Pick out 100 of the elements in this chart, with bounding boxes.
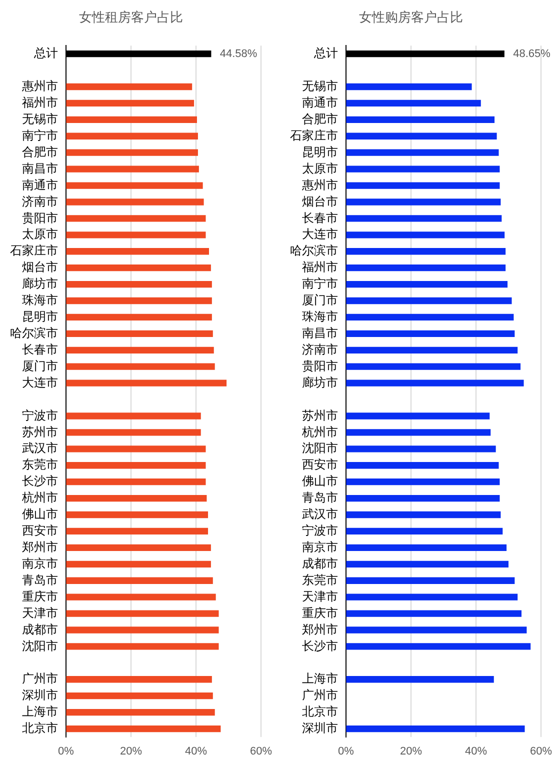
bar bbox=[346, 182, 500, 189]
y-tick-label: 无锡市 bbox=[22, 112, 58, 126]
bar bbox=[66, 314, 212, 321]
y-tick-label: 郑州市 bbox=[302, 622, 338, 636]
bar bbox=[346, 330, 515, 338]
bar bbox=[346, 314, 514, 321]
y-tick-label: 重庆市 bbox=[302, 606, 338, 620]
bar bbox=[346, 594, 518, 600]
y-tick-label: 廊坊市 bbox=[22, 276, 58, 291]
y-tick-label: 上海市 bbox=[22, 704, 58, 719]
y-tick-label: 烟台市 bbox=[302, 194, 338, 208]
y-tick-label: 石家庄市 bbox=[290, 128, 338, 142]
bar bbox=[66, 708, 215, 716]
bar bbox=[66, 363, 215, 370]
bar bbox=[346, 511, 501, 518]
y-tick-label: 昆明市 bbox=[22, 310, 58, 324]
y-tick-label: 佛山市 bbox=[22, 507, 58, 522]
bar bbox=[346, 116, 495, 124]
bar bbox=[66, 429, 201, 436]
y-tick-label: 贵阳市 bbox=[302, 358, 338, 373]
y-tick-label: 南京市 bbox=[22, 556, 58, 570]
bar bbox=[346, 198, 501, 206]
y-tick-label: 长春市 bbox=[302, 210, 338, 225]
bar bbox=[66, 166, 199, 172]
bar bbox=[66, 544, 211, 552]
bar bbox=[346, 215, 502, 222]
bar bbox=[66, 446, 206, 452]
bar bbox=[346, 528, 503, 535]
bar bbox=[66, 560, 211, 568]
y-tick-label: 大连市 bbox=[22, 375, 58, 390]
y-tick-label: 宁波市 bbox=[302, 524, 338, 538]
y-tick-label: 长沙市 bbox=[22, 474, 58, 488]
bar bbox=[346, 446, 496, 452]
bar bbox=[346, 363, 521, 370]
bar bbox=[346, 248, 506, 255]
bar bbox=[346, 380, 524, 386]
y-tick-label: 合肥市 bbox=[22, 144, 58, 159]
bar bbox=[66, 330, 213, 338]
x-tick-label: 0% bbox=[338, 746, 354, 758]
bar bbox=[66, 297, 212, 304]
bar bbox=[346, 166, 500, 172]
bar bbox=[66, 380, 227, 386]
x-tick-label: 20% bbox=[400, 746, 422, 758]
y-tick-label: 东莞市 bbox=[302, 572, 338, 587]
y-tick-label: 成都市 bbox=[302, 556, 338, 570]
bar bbox=[346, 462, 499, 469]
y-tick-label: 福州市 bbox=[22, 96, 58, 110]
y-tick-label: 杭州市 bbox=[21, 490, 58, 505]
y-tick-label: 合肥市 bbox=[302, 112, 338, 126]
y-tick-label: 厦门市 bbox=[22, 358, 58, 373]
y-tick-label: 南昌市 bbox=[22, 161, 58, 176]
bar bbox=[346, 264, 506, 272]
bar bbox=[66, 725, 221, 732]
y-tick-label: 珠海市 bbox=[22, 293, 58, 308]
y-tick-label: 东莞市 bbox=[22, 458, 58, 472]
y-tick-label: 太原市 bbox=[302, 161, 338, 176]
y-tick-label: 太原市 bbox=[22, 227, 58, 242]
y-tick-label: 惠州市 bbox=[301, 178, 338, 192]
bar bbox=[346, 643, 531, 650]
y-tick-label: 总计 bbox=[313, 46, 338, 60]
bar bbox=[66, 594, 216, 600]
bar bbox=[66, 215, 206, 222]
y-tick-label: 广州市 bbox=[302, 688, 338, 702]
bar bbox=[346, 232, 505, 238]
bar bbox=[346, 560, 508, 568]
y-tick-label: 南宁市 bbox=[22, 128, 58, 142]
bar bbox=[346, 610, 522, 617]
bar bbox=[66, 610, 219, 617]
bar bbox=[346, 297, 512, 304]
y-tick-label: 苏州市 bbox=[22, 424, 58, 439]
bar bbox=[66, 264, 211, 272]
y-tick-label: 天津市 bbox=[302, 589, 338, 604]
data-label: 48.65% bbox=[513, 48, 551, 60]
bar bbox=[346, 676, 494, 683]
y-tick-label: 济南市 bbox=[22, 194, 58, 208]
y-tick-label: 西安市 bbox=[22, 524, 58, 538]
bar bbox=[346, 725, 525, 732]
bar bbox=[346, 626, 527, 634]
y-tick-label: 宁波市 bbox=[22, 408, 58, 422]
y-tick-label: 成都市 bbox=[22, 622, 58, 636]
x-tick-label: 60% bbox=[250, 746, 272, 758]
bar bbox=[346, 346, 518, 354]
bar bbox=[346, 149, 499, 156]
y-tick-label: 北京市 bbox=[22, 721, 58, 736]
y-tick-label: 青岛市 bbox=[22, 572, 58, 587]
bar bbox=[66, 676, 212, 683]
y-tick-label: 苏州市 bbox=[302, 408, 338, 422]
y-tick-label: 昆明市 bbox=[302, 144, 338, 159]
y-tick-label: 济南市 bbox=[302, 342, 338, 356]
bar bbox=[346, 280, 508, 288]
y-tick-label: 青岛市 bbox=[302, 490, 338, 505]
chart-title: 女性购房客户占比 bbox=[359, 9, 463, 24]
bar bbox=[346, 494, 500, 502]
y-tick-label: 长沙市 bbox=[302, 638, 338, 653]
y-tick-label: 广州市 bbox=[22, 672, 58, 686]
data-label: 44.58% bbox=[220, 48, 258, 60]
y-tick-label: 贵阳市 bbox=[22, 210, 58, 225]
y-tick-label: 南宁市 bbox=[302, 276, 338, 291]
y-tick-label: 石家庄市 bbox=[10, 244, 58, 258]
y-tick-label: 沈阳市 bbox=[22, 638, 58, 653]
